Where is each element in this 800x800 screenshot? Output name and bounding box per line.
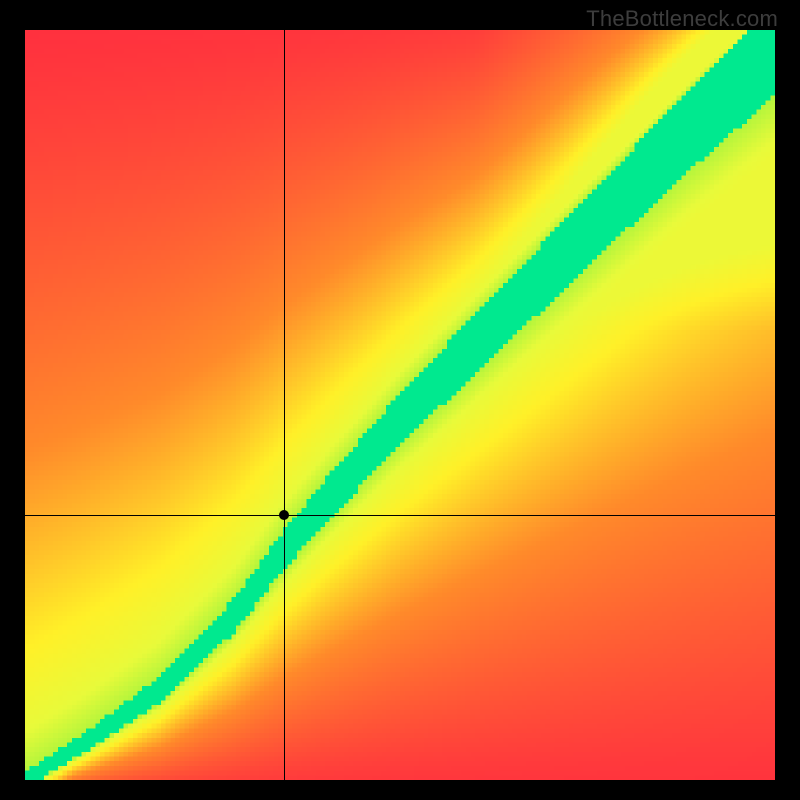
crosshair-marker — [279, 510, 289, 520]
heatmap-canvas — [25, 30, 775, 780]
watermark-text: TheBottleneck.com — [586, 6, 778, 32]
crosshair-horizontal — [25, 515, 775, 516]
crosshair-vertical — [284, 30, 285, 780]
chart-container: TheBottleneck.com — [0, 0, 800, 800]
heatmap-plot — [25, 30, 775, 780]
